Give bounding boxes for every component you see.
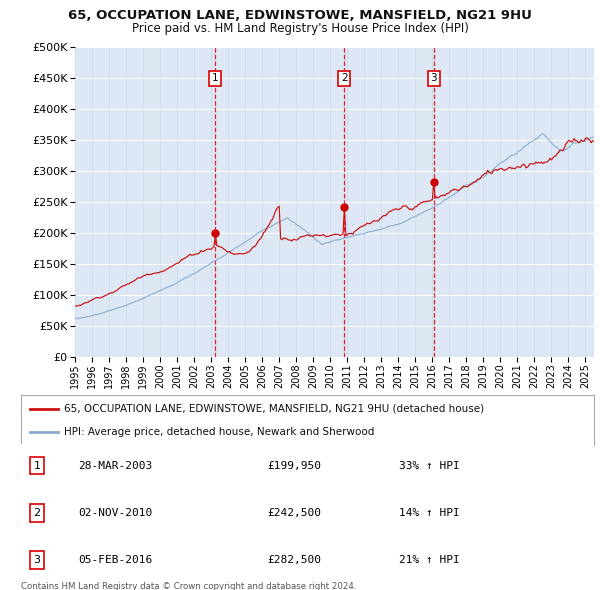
- Text: Contains HM Land Registry data © Crown copyright and database right 2024.: Contains HM Land Registry data © Crown c…: [21, 582, 356, 590]
- Text: 1: 1: [34, 461, 41, 470]
- Text: 65, OCCUPATION LANE, EDWINSTOWE, MANSFIELD, NG21 9HU (detached house): 65, OCCUPATION LANE, EDWINSTOWE, MANSFIE…: [64, 404, 484, 414]
- Text: 65, OCCUPATION LANE, EDWINSTOWE, MANSFIELD, NG21 9HU: 65, OCCUPATION LANE, EDWINSTOWE, MANSFIE…: [68, 9, 532, 22]
- Text: £242,500: £242,500: [268, 508, 322, 517]
- Text: 14% ↑ HPI: 14% ↑ HPI: [399, 508, 460, 517]
- Text: 2: 2: [34, 508, 41, 517]
- Text: £199,950: £199,950: [268, 461, 322, 470]
- Text: 28-MAR-2003: 28-MAR-2003: [79, 461, 152, 470]
- Text: £282,500: £282,500: [268, 555, 322, 565]
- Text: 3: 3: [431, 73, 437, 83]
- Text: 3: 3: [34, 555, 41, 565]
- Text: 2: 2: [341, 73, 347, 83]
- Text: 02-NOV-2010: 02-NOV-2010: [79, 508, 152, 517]
- Text: 1: 1: [212, 73, 218, 83]
- Text: 21% ↑ HPI: 21% ↑ HPI: [399, 555, 460, 565]
- Text: 33% ↑ HPI: 33% ↑ HPI: [399, 461, 460, 470]
- Text: HPI: Average price, detached house, Newark and Sherwood: HPI: Average price, detached house, Newa…: [64, 427, 374, 437]
- Text: 05-FEB-2016: 05-FEB-2016: [79, 555, 152, 565]
- Text: Price paid vs. HM Land Registry's House Price Index (HPI): Price paid vs. HM Land Registry's House …: [131, 22, 469, 35]
